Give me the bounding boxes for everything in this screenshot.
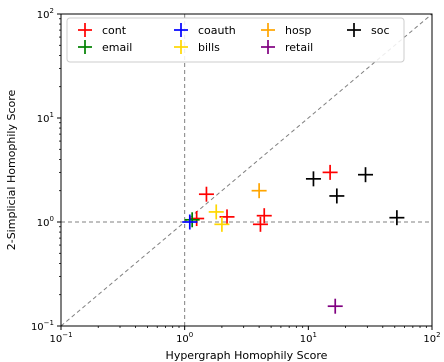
point-email (184, 212, 200, 228)
legend-entry-coauth: coauth (174, 23, 236, 37)
point-cont (252, 216, 268, 232)
legend-label: hosp (285, 24, 311, 37)
y-axis-label: 2-Simplicial Homophily Score (5, 89, 18, 250)
legend-entry-hosp: hosp (261, 23, 311, 37)
legend-label: bills (198, 41, 220, 54)
data-points (182, 164, 405, 314)
axis-ticks: 10−110−1 100 100 101 101 102 102 (31, 7, 441, 345)
x-axis-label: Hypergraph Homophily Score (166, 349, 328, 362)
x-tick-label: 102 (423, 331, 440, 345)
point-cont (322, 164, 338, 180)
y-tick-label: 10−1 (31, 319, 54, 333)
point-bills (214, 216, 230, 232)
reference-lines (60, 13, 433, 327)
legend-label: soc (371, 24, 390, 37)
legend-label: cont (102, 24, 127, 37)
legend: cont email coauth bills hosp retail soc (66, 17, 405, 63)
legend-entry-email: email (78, 40, 132, 54)
point-soc (329, 188, 345, 204)
legend-box (66, 17, 405, 63)
x-tick-label: 101 (300, 331, 317, 345)
point-soc (305, 171, 321, 187)
legend-entry-retail: retail (261, 40, 313, 54)
legend-label: email (102, 41, 132, 54)
diagonal-reference-line (60, 13, 433, 327)
point-retail (327, 298, 343, 314)
point-coauth (182, 214, 198, 230)
legend-label: retail (285, 41, 313, 54)
legend-label: coauth (198, 24, 236, 37)
point-soc (389, 210, 405, 226)
point-bills (208, 204, 224, 220)
legend-entry-bills: bills (174, 40, 220, 54)
point-soc (358, 167, 374, 183)
y-tick-label: 100 (37, 215, 54, 229)
y-tick-label: 101 (37, 111, 54, 125)
point-cont (256, 208, 272, 224)
plot-frame (60, 13, 433, 327)
y-tick-label: 102 (37, 7, 54, 21)
legend-entry-cont: cont (78, 23, 127, 37)
legend-entry-soc: soc (347, 23, 390, 37)
point-cont (198, 186, 214, 202)
x-tick-label: 100 (176, 331, 193, 345)
point-hosp (251, 183, 267, 199)
x-tick-label: 10−1 (49, 331, 72, 345)
